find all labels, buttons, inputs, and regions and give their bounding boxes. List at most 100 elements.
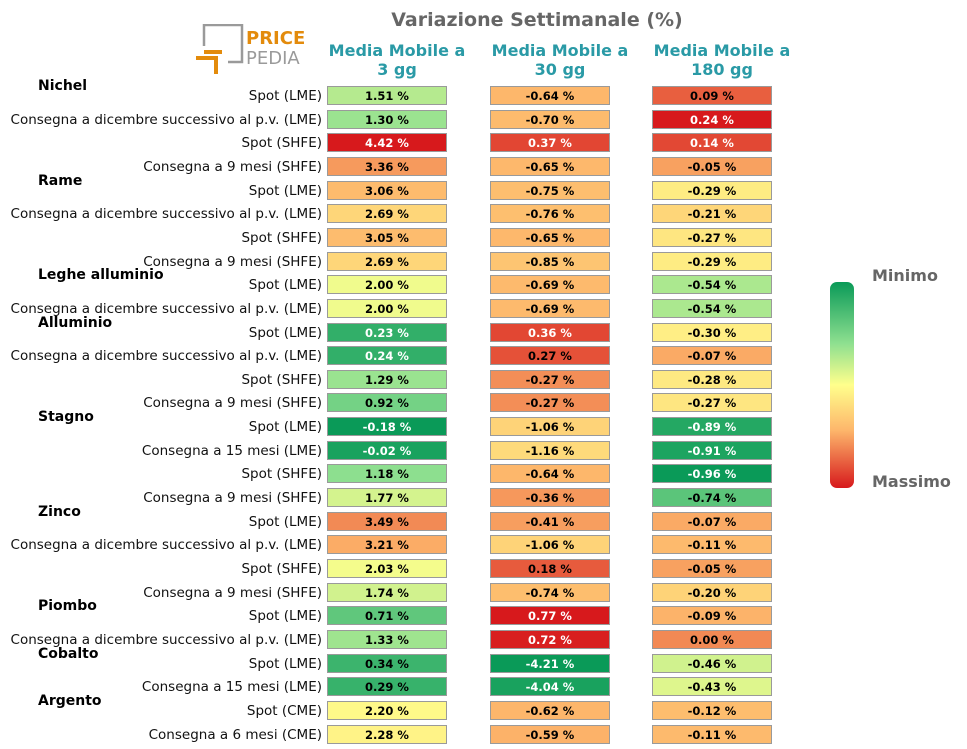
value-cell: -0.20 % — [652, 582, 772, 602]
value-cell: 1.33 % — [327, 629, 447, 649]
group-label: Alluminio — [38, 314, 113, 331]
value-cell: 0.27 % — [490, 346, 610, 366]
column-header-line: Media Mobile a — [653, 41, 791, 60]
pricepedia-logo: PRICE PEDIA — [196, 24, 305, 74]
value-cell: 3.05 % — [327, 227, 447, 247]
value-cell: -0.29 % — [652, 251, 772, 271]
chart-title: Variazione Settimanale (%) — [391, 9, 683, 31]
value-cell: -4.21 % — [490, 653, 610, 673]
value-cell: -0.05 % — [652, 156, 772, 176]
row-label: Consegna a dicembre successivo al p.v. (… — [10, 348, 322, 365]
value-cell: 3.36 % — [327, 156, 447, 176]
value-cell: -0.85 % — [490, 251, 610, 271]
group-label: Zinco — [38, 503, 81, 520]
row-label: Consegna a 9 mesi (SHFE) — [143, 584, 322, 601]
value-cell: -0.05 % — [652, 559, 772, 578]
value-cell: -0.07 % — [652, 346, 772, 366]
legend-max-label: Massimo — [872, 472, 951, 491]
value-cell: 2.69 % — [327, 204, 447, 224]
color-scale-bar — [830, 282, 854, 488]
value-cell: 1.51 % — [327, 86, 447, 105]
value-cell: 0.23 % — [327, 322, 447, 342]
value-cell: -0.54 % — [652, 275, 772, 295]
logo-bracket-grey — [202, 24, 244, 64]
value-cell: -0.27 % — [490, 369, 610, 389]
value-cell: 0.24 % — [327, 346, 447, 366]
row-label: Spot (SHFE) — [241, 371, 322, 388]
value-cell: 3.06 % — [327, 180, 447, 200]
row-label: Spot (LME) — [248, 277, 322, 294]
value-cell: -0.59 % — [490, 724, 610, 744]
value-cell: 2.20 % — [327, 700, 447, 720]
row-label: Spot (SHFE) — [241, 229, 322, 246]
row-label: Spot (SHFE) — [241, 135, 322, 152]
value-cell: -0.12 % — [652, 700, 772, 720]
value-cell: -0.36 % — [490, 488, 610, 508]
value-cell: -0.41 % — [490, 511, 610, 531]
value-cell: -0.02 % — [327, 440, 447, 460]
row-label: Consegna a 6 mesi (CME) — [148, 726, 322, 743]
value-cell: -0.27 % — [490, 393, 610, 413]
value-cell: 1.30 % — [327, 109, 447, 129]
row-label: Consegna a dicembre successivo al p.v. (… — [10, 111, 322, 128]
row-label: Consegna a dicembre successivo al p.v. (… — [10, 206, 322, 223]
value-cell: 0.92 % — [327, 393, 447, 413]
row-label: Spot (SHFE) — [241, 466, 322, 483]
row-label: Consegna a 9 mesi (SHFE) — [143, 490, 322, 507]
row-label: Consegna a dicembre successivo al p.v. (… — [10, 631, 322, 648]
group-label: Stagno — [38, 409, 94, 426]
row-label: Consegna a 15 mesi (LME) — [141, 679, 322, 696]
value-cell: 2.28 % — [327, 724, 447, 744]
value-cell: -1.06 % — [490, 417, 610, 437]
value-cell: 3.49 % — [327, 511, 447, 531]
logo-text-price: PRICE — [246, 28, 305, 49]
column-header-line: 180 gg — [691, 60, 753, 79]
value-cell: 0.77 % — [490, 606, 610, 626]
value-cell: 0.24 % — [652, 109, 772, 129]
column-header-line: 3 gg — [377, 60, 417, 79]
value-cell: -0.54 % — [652, 298, 772, 318]
column-header-3: Media Mobile a 180 gg — [637, 41, 807, 79]
value-cell: 0.72 % — [490, 629, 610, 649]
value-cell: 0.18 % — [490, 559, 610, 578]
column-header-line: Media Mobile a — [491, 41, 629, 60]
row-label: Spot (LME) — [248, 324, 322, 341]
row-label: Consegna a dicembre successivo al p.v. (… — [10, 300, 322, 317]
value-cell: 0.34 % — [327, 653, 447, 673]
value-cell: -0.64 % — [490, 464, 610, 484]
value-cell: -0.21 % — [652, 204, 772, 224]
row-label: Spot (LME) — [248, 608, 322, 625]
logo-bracket-orange — [196, 56, 218, 74]
value-cell: -0.27 % — [652, 393, 772, 413]
group-label: Rame — [38, 172, 83, 189]
value-cell: 0.36 % — [490, 322, 610, 342]
row-label: Consegna a 15 mesi (LME) — [141, 442, 322, 459]
row-label: Spot (LME) — [248, 182, 322, 199]
row-label: Spot (LME) — [248, 655, 322, 672]
value-cell: -0.11 % — [652, 724, 772, 744]
row-label: Consegna a 9 mesi (SHFE) — [143, 158, 322, 175]
value-cell: 0.00 % — [652, 629, 772, 649]
row-label: Spot (SHFE) — [241, 561, 322, 577]
value-cell: 2.03 % — [327, 559, 447, 578]
row-label: Consegna a 9 mesi (SHFE) — [143, 253, 322, 270]
value-cell: 1.77 % — [327, 488, 447, 508]
value-cell: -0.74 % — [490, 582, 610, 602]
group-label: Argento — [38, 692, 102, 709]
legend-min-label: Minimo — [872, 266, 938, 285]
value-cell: -0.96 % — [652, 464, 772, 484]
group-label: Nichel — [38, 78, 88, 94]
column-header-line: Media Mobile a — [328, 41, 466, 60]
row-label: Spot (LME) — [248, 513, 322, 530]
value-cell: -0.75 % — [490, 180, 610, 200]
value-cell: -0.30 % — [652, 322, 772, 342]
value-cell: -0.28 % — [652, 369, 772, 389]
value-cell: 0.37 % — [490, 133, 610, 153]
group-label: Cobalto — [38, 645, 99, 662]
value-cell: -0.46 % — [652, 653, 772, 673]
value-cell: 3.21 % — [327, 535, 447, 555]
value-cell: -0.09 % — [652, 606, 772, 626]
row-label: Consegna a 9 mesi (SHFE) — [143, 395, 322, 412]
value-cell: 0.14 % — [652, 133, 772, 153]
